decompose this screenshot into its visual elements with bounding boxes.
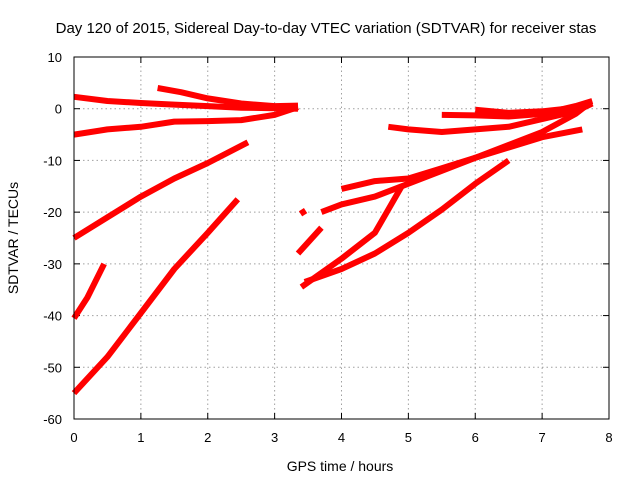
- axis-ticks: 0 1 2 3 4 5 6 7 8 -60 -50 -40 -30 -20 -10 0 10: [43, 50, 612, 445]
- series-line: [340, 103, 588, 192]
- x-tick-label: 1: [137, 430, 144, 445]
- y-tick-label: -40: [43, 309, 62, 324]
- data-series: [71, 85, 594, 396]
- x-tick-label: 0: [70, 430, 77, 445]
- series-line: [299, 184, 405, 290]
- y-tick-label: -60: [43, 412, 62, 427]
- x-tick-label: 6: [472, 430, 479, 445]
- series-line: [475, 101, 590, 116]
- series-line: [73, 104, 299, 138]
- series-line: [157, 85, 299, 110]
- x-tick-label: 3: [271, 430, 278, 445]
- series-line: [71, 262, 107, 320]
- plot-frame: [73, 56, 610, 420]
- y-tick-label: -50: [43, 360, 62, 375]
- y-tick-label: 0: [55, 102, 62, 117]
- chart-title: Day 120 of 2015, Sidereal Day-to-day VTE…: [56, 20, 597, 37]
- series-line: [71, 197, 241, 396]
- x-tick-label: 7: [539, 430, 546, 445]
- y-tick-label: -20: [43, 205, 62, 220]
- series-line: [387, 100, 594, 135]
- y-axis-label: SDTVAR / TECUs: [5, 182, 21, 294]
- x-axis-label: GPS time / hours: [287, 458, 394, 474]
- grid-lines: [74, 57, 609, 419]
- series-line: [303, 157, 511, 285]
- x-tick-label: 8: [605, 430, 612, 445]
- series-line: [298, 207, 308, 217]
- x-tick-label: 4: [338, 430, 345, 445]
- x-tick-label: 2: [204, 430, 211, 445]
- y-tick-label: -10: [43, 153, 62, 168]
- y-tick-label: 10: [48, 50, 62, 65]
- series-line: [72, 139, 250, 241]
- y-tick-label: -30: [43, 257, 62, 272]
- x-tick-label: 5: [405, 430, 412, 445]
- series-line: [295, 225, 324, 256]
